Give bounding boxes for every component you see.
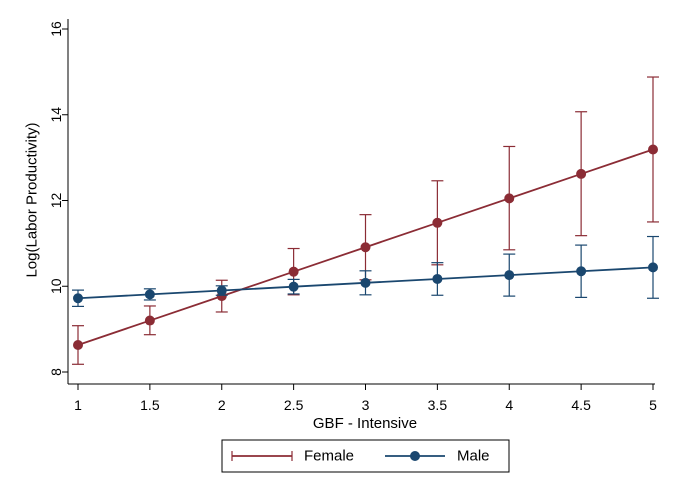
series-male <box>72 235 659 308</box>
data-point <box>360 277 371 288</box>
data-point <box>648 144 658 155</box>
x-tick-label: 1.5 <box>140 397 160 413</box>
data-point <box>144 315 155 326</box>
x-axis-title: GBF - Intensive <box>313 415 417 432</box>
x-tick-label: 5 <box>649 397 657 413</box>
legend-label: Male <box>457 448 490 465</box>
data-point <box>216 285 227 296</box>
y-axis-title: Log(Labor Productivity) <box>24 122 41 277</box>
y-tick-label: 14 <box>48 107 64 123</box>
y-tick-label: 10 <box>48 278 64 294</box>
ticks-layer: 8 10 12 14 16 1 1.5 2 2.5 3 3.5 4 4.5 5 <box>48 21 657 413</box>
data-point <box>288 281 299 292</box>
data-point <box>576 168 587 179</box>
data-point <box>144 289 155 300</box>
series-female <box>72 76 659 365</box>
data-point <box>288 266 299 277</box>
data-point <box>504 270 515 281</box>
x-tick-label: 3 <box>362 397 370 413</box>
legend-item-female: Female <box>231 448 354 465</box>
x-tick-label: 3.5 <box>428 397 448 413</box>
x-tick-label: 4.5 <box>571 397 591 413</box>
data-point <box>360 242 371 253</box>
y-tick-label: 8 <box>48 368 64 376</box>
x-tick-label: 1 <box>74 397 82 413</box>
x-tick-label: 4 <box>505 397 513 413</box>
data-point <box>73 339 83 350</box>
x-tick-label: 2.5 <box>284 397 304 413</box>
data-point <box>504 193 515 204</box>
data-point <box>648 262 658 273</box>
y-tick-label: 16 <box>48 21 64 37</box>
series-layer <box>72 76 659 365</box>
legend-items: Female Male <box>231 448 490 465</box>
data-point <box>576 266 587 277</box>
legend-item-male: Male <box>385 448 490 465</box>
axes-layer <box>67 19 655 385</box>
x-tick-label: 2 <box>218 397 226 413</box>
data-point <box>432 217 443 228</box>
data-point <box>432 273 443 284</box>
y-tick-label: 12 <box>48 193 64 209</box>
data-point <box>73 293 83 304</box>
legend: Female Male <box>221 439 510 473</box>
legend-label: Female <box>304 448 354 465</box>
legend-key-marker <box>410 451 420 461</box>
